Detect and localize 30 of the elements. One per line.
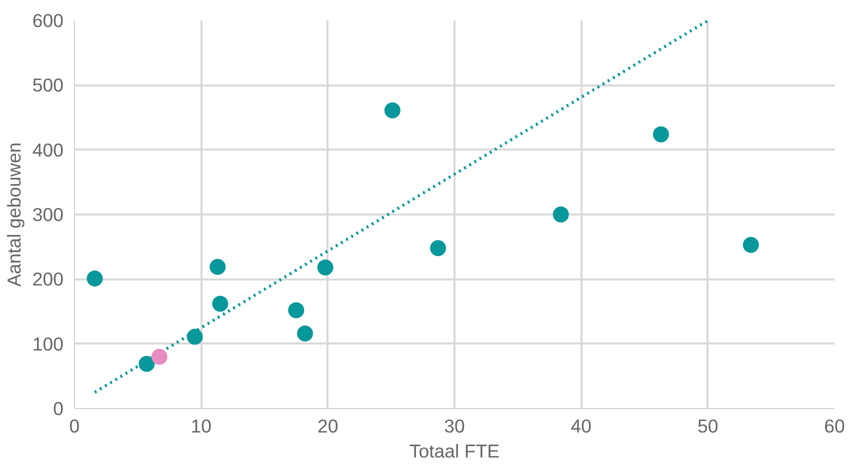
y-tick-label: 500	[32, 74, 64, 96]
x-axis-title: Totaal FTE	[409, 440, 500, 462]
y-tick-label: 200	[32, 268, 64, 290]
x-tick-label: 30	[444, 416, 465, 436]
y-tick-label: 400	[32, 139, 64, 160]
point	[317, 260, 334, 276]
point	[552, 206, 569, 222]
point	[186, 328, 203, 345]
point	[151, 348, 168, 365]
x-tick-label: 60	[824, 416, 845, 436]
y-tick-label: 0	[53, 398, 64, 419]
point	[212, 296, 228, 312]
point	[652, 126, 669, 142]
point	[86, 270, 103, 287]
point	[297, 326, 314, 342]
point	[210, 258, 226, 275]
point	[138, 356, 155, 372]
point	[288, 302, 304, 318]
y-tick-label: 100	[32, 333, 64, 354]
y-tick-label: 600	[32, 10, 64, 31]
point	[430, 240, 446, 256]
point	[384, 102, 400, 118]
y-axis-title: Aantal gebouwen	[3, 142, 24, 287]
x-tick-label: 10	[190, 416, 212, 436]
y-tick-label: 300	[32, 204, 64, 225]
x-tick-label: 40	[570, 416, 592, 436]
point	[742, 236, 759, 253]
x-tick-label: 0	[69, 416, 80, 436]
x-tick-label: 50	[697, 416, 718, 436]
x-tick-label: 20	[317, 416, 338, 436]
